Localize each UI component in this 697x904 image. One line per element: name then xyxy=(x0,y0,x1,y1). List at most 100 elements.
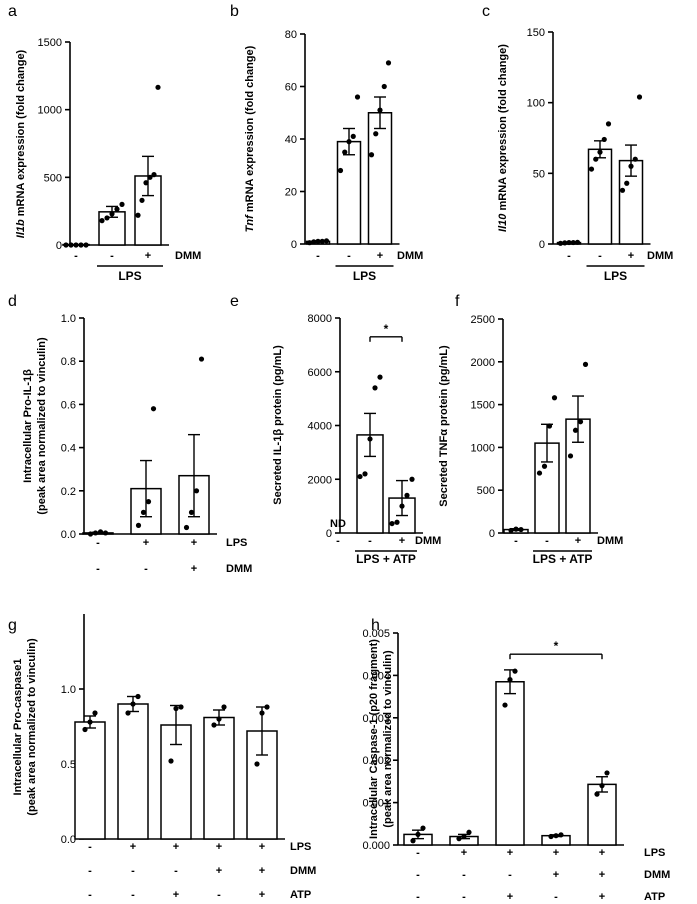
group-label: LPS xyxy=(118,269,141,283)
data-point xyxy=(92,710,98,716)
y-tick-label: 0.8 xyxy=(61,356,76,368)
y-axis-label: Intracellular Pro-caspase1 (peak area nor… xyxy=(12,638,38,816)
data-point xyxy=(139,197,145,203)
y-tick-label: 1.0 xyxy=(61,313,76,325)
y-tick-label: 1000 xyxy=(471,442,495,454)
y-axis-label-line: Intracellular Caspase-1 (p20 fragment) xyxy=(368,639,380,839)
y-tick-label: 60 xyxy=(285,82,297,94)
data-point xyxy=(558,832,564,838)
data-point xyxy=(593,156,599,162)
data-point xyxy=(557,240,564,246)
y-axis-label-gene: Il1b xyxy=(15,219,27,238)
panel-label: b xyxy=(230,3,239,20)
data-point xyxy=(548,833,554,840)
y-axis-label-line: (peak area normalized to vinculin) xyxy=(382,650,394,828)
condition-mark: + xyxy=(399,535,405,547)
y-tick-label: 100 xyxy=(527,98,545,110)
y-tick-label: 0.0 xyxy=(61,529,76,541)
condition-mark: + xyxy=(216,865,222,877)
group-label: LPS xyxy=(353,269,376,283)
y-tick-label: 0 xyxy=(539,239,545,251)
data-point xyxy=(601,136,607,143)
y-tick-label: 0.4 xyxy=(61,443,76,455)
condition-label: DMM xyxy=(175,250,201,262)
y-tick-label: 2000 xyxy=(308,474,332,486)
data-point xyxy=(119,201,125,207)
condition-mark: + xyxy=(599,847,605,859)
data-point xyxy=(221,704,227,710)
condition-mark: - xyxy=(74,250,78,262)
data-point xyxy=(577,419,584,425)
data-point xyxy=(82,726,88,733)
condition-mark: + xyxy=(553,847,559,859)
y-tick-label: 2000 xyxy=(471,357,495,369)
data-point xyxy=(173,705,179,712)
data-point xyxy=(574,239,581,245)
data-point xyxy=(145,499,152,505)
condition-label: ATP xyxy=(290,889,311,901)
y-tick-label: 1500 xyxy=(471,400,495,412)
condition-mark: + xyxy=(173,841,179,853)
data-point xyxy=(582,361,589,367)
y-axis-label: Secreted IL-1β protein (pg/mL) xyxy=(272,345,284,505)
data-point xyxy=(259,710,265,716)
panel-label: e xyxy=(230,293,239,310)
condition-label: ATP xyxy=(644,891,665,903)
data-point xyxy=(168,758,174,764)
condition-mark: - xyxy=(545,535,549,547)
y-tick-label: 0 xyxy=(489,528,495,540)
data-point xyxy=(381,83,387,90)
data-point xyxy=(354,94,361,100)
data-point xyxy=(109,211,115,217)
data-point xyxy=(362,471,368,477)
condition-label: DMM xyxy=(290,865,316,877)
data-point xyxy=(604,770,610,776)
y-tick-label: 0 xyxy=(56,240,62,252)
condition-mark: - xyxy=(88,841,92,853)
condition-label: LPS xyxy=(226,537,247,549)
condition-mark: + xyxy=(553,869,559,881)
y-tick-label: 150 xyxy=(527,27,545,39)
condition-mark: - xyxy=(416,891,420,903)
data-point xyxy=(394,519,400,525)
condition-mark: - xyxy=(88,865,92,877)
data-point xyxy=(114,206,120,212)
data-point xyxy=(143,180,149,186)
y-tick-label: 0.000 xyxy=(362,840,390,852)
data-point xyxy=(193,488,200,494)
y-axis-label-unit: mRNA expression (fold change) xyxy=(497,44,509,214)
nd-label: ND xyxy=(330,518,346,530)
y-axis-label-line: (peak area normalized to vinculin) xyxy=(26,638,38,816)
data-point xyxy=(372,385,378,391)
data-point xyxy=(63,242,69,248)
data-point xyxy=(404,492,410,498)
bar xyxy=(495,681,525,846)
y-axis-label-text: Il1b mRNA expression (fold change) xyxy=(15,49,27,238)
panel-label: f xyxy=(455,293,460,310)
y-tick-label: 0 xyxy=(291,239,297,251)
condition-mark: - xyxy=(508,869,512,881)
y-axis-label-unit: mRNA expression (fold change) xyxy=(15,49,27,219)
group-label: LPS xyxy=(604,269,627,283)
condition-mark: - xyxy=(336,535,340,547)
y-tick-label: 8000 xyxy=(308,313,332,325)
data-point xyxy=(125,710,131,716)
condition-mark: + xyxy=(145,250,151,262)
data-point xyxy=(551,395,558,401)
bar xyxy=(587,148,613,245)
data-point xyxy=(632,156,638,162)
y-axis-label-gene: Tnf xyxy=(244,214,256,232)
bar xyxy=(203,716,235,840)
data-point xyxy=(624,180,630,186)
data-point xyxy=(389,520,395,527)
data-point xyxy=(198,356,205,362)
data-point xyxy=(518,526,524,533)
data-point xyxy=(628,163,634,169)
condition-label: LPS xyxy=(290,841,311,853)
data-point xyxy=(211,722,217,728)
data-point xyxy=(315,238,321,244)
data-point xyxy=(567,453,574,459)
data-point xyxy=(377,107,383,113)
data-point xyxy=(130,701,136,707)
condition-label: DMM xyxy=(644,869,670,881)
